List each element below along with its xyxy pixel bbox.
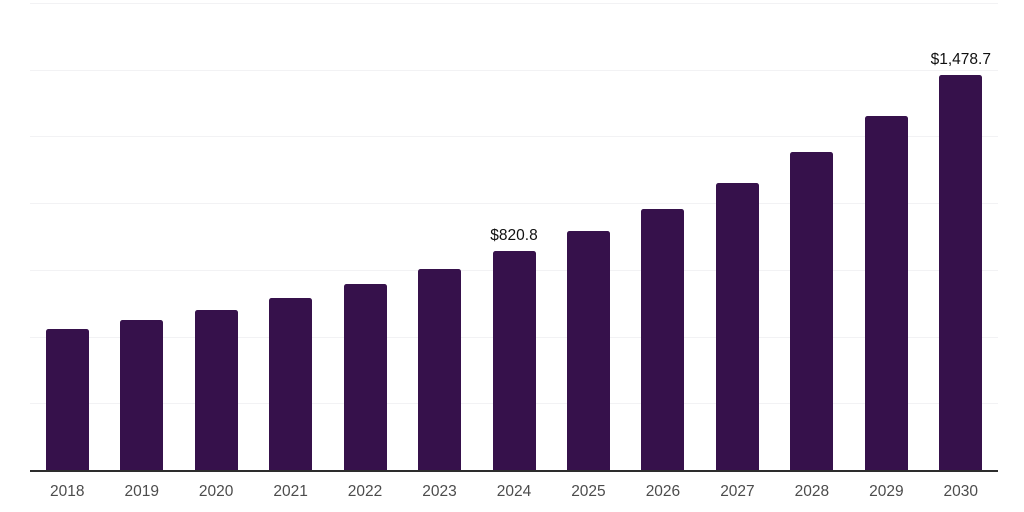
gridline-1250 — [30, 136, 998, 138]
value-label-2030: $1,478.7 — [930, 51, 991, 69]
x-tick-label-2029: 2029 — [869, 483, 904, 500]
bar-2029 — [864, 115, 908, 470]
x-tick-label-2024: 2024 — [496, 483, 532, 500]
bar-2020 — [194, 310, 238, 470]
x-tick-label-2025: 2025 — [571, 483, 606, 500]
x-tick-label-2020: 2020 — [198, 483, 234, 500]
bar-2026 — [641, 208, 685, 470]
gridline-1500 — [30, 69, 998, 71]
bar-2028 — [790, 151, 834, 470]
x-axis-line — [30, 470, 998, 472]
bar-2030 — [939, 75, 983, 470]
bar-2027 — [715, 182, 759, 470]
bar-2021 — [269, 298, 313, 470]
plot-area: 2018 2019 2020 2021 2022 2023 2024 2025 2026 2027… — [30, 0, 998, 512]
x-tick-label-2021: 2021 — [273, 483, 308, 500]
bar-2023 — [418, 268, 461, 470]
value-label-2024: $820.8 — [490, 227, 538, 244]
bar-2018 — [45, 328, 89, 470]
gridline-1750 — [30, 3, 998, 4]
gridline-1000 — [30, 203, 998, 205]
bar-2024 — [492, 251, 536, 470]
x-tick-label-2019: 2019 — [124, 483, 159, 500]
x-tick-label-2026: 2026 — [645, 483, 681, 500]
bar-2019 — [120, 319, 164, 470]
x-tick-label-2018: 2018 — [50, 483, 85, 500]
x-tick-label-2027: 2027 — [720, 483, 755, 500]
x-tick-label-2028: 2028 — [794, 483, 830, 500]
x-tick-label-2030: 2030 — [943, 483, 978, 500]
bar-2022 — [343, 284, 387, 470]
bar-2025 — [567, 231, 610, 470]
x-tick-label-2022: 2022 — [347, 483, 383, 500]
x-tick-label-2023: 2023 — [422, 483, 457, 500]
